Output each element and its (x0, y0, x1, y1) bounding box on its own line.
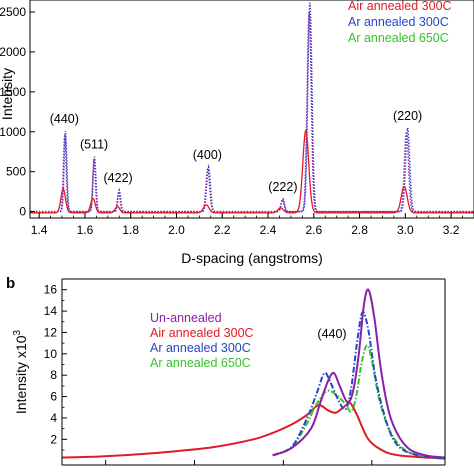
panel-b-legend-entry: Air annealed 300C (150, 326, 254, 340)
panel-b-series-line-0 (61, 401, 446, 460)
panel-b-legend-entry: Un-annealed (150, 311, 222, 325)
panel-a-x-tick-label: 1.6 (77, 223, 94, 237)
panel-a-peak-label: (222) (268, 180, 297, 194)
panel-a-x-tick-label: 2.6 (305, 223, 322, 237)
panel-b-annotation-440: (440) (317, 327, 346, 341)
panel-b-series-line-1 (272, 344, 446, 460)
panel-b-y-tick-label: 4 (50, 411, 57, 425)
panel-b-y-tick-label: 12 (44, 325, 58, 339)
panel-a-y-tick-label: 500 (6, 165, 26, 179)
panel-b-y-tick-label: 2 (50, 432, 57, 446)
panel-a-x-axis-title: D-spacing (angstroms) (181, 250, 323, 266)
panel-a-x-tick-label: 2.4 (260, 223, 277, 237)
panel-b-y-tick-label: 6 (50, 390, 57, 404)
panel-a-y-tick-label: 1500 (0, 85, 26, 99)
panel-a-x-tick-label: 3.2 (443, 223, 460, 237)
panel-a-x-tick-label: 2.2 (214, 223, 231, 237)
panel-a-axes: 1.4 1.6 1.8 2.0 2.2 2.4 2.6 2.8 3.0 3.2 0 500 1000 15… (0, 5, 474, 237)
panel-b-axes: 2 4 6 8 10 12 14 16 (44, 283, 373, 465)
panel-a-y-tick-label: 2500 (0, 5, 26, 19)
panel-a: 1.4 1.6 1.8 2.0 2.2 2.4 2.6 2.8 3.0 3.2 0 500 1000 15… (0, 0, 474, 266)
panel-a-x-tick-label: 2.0 (168, 223, 185, 237)
panel-a-peak-label: (400) (193, 148, 222, 162)
panel-a-frame (29, 0, 474, 219)
panel-a-y-tick-label: 1000 (0, 125, 26, 139)
panel-a-y-axis-title: Intensity (0, 68, 15, 120)
panel-b-y-tick-label: 10 (44, 347, 58, 361)
panel-a-legend: Air annealed 300C Ar annealed 300C Ar anne… (348, 0, 452, 45)
panel-b-series-line-2 (272, 311, 446, 460)
panel-a-legend-entry: Ar annealed 650C (348, 31, 449, 45)
panel-b-legend-entry: Ar annealed 650C (150, 356, 251, 370)
panel-b-y-axis-title: Intensity x103 (12, 329, 29, 414)
panel-a-y-tick-label: 2000 (0, 45, 26, 59)
panel-a-curves (30, 2, 474, 214)
panel-a-x-tick-label: 2.8 (351, 223, 368, 237)
panel-a-peak-label: (511) (80, 138, 108, 152)
panel-a-legend-entry: Air annealed 300C (348, 0, 452, 13)
panel-b-y-tick-label: 14 (44, 304, 58, 318)
panel-b-y-tick-label: 8 (50, 368, 57, 382)
panel-b-legend-entry: Ar annealed 300C (150, 341, 251, 355)
panel-a-x-tick-label: 1.8 (122, 223, 139, 237)
panel-b-series-line-3 (272, 288, 446, 459)
panel-a-peak-labels: (440)(511) (422) (400) (222) (220) (50, 109, 422, 194)
panel-a-series-line-2 (30, 128, 474, 214)
panel-b-y-tick-label: 16 (44, 283, 58, 297)
panel-a-peak-label: (220) (393, 109, 422, 123)
panel-b-curves (61, 288, 446, 460)
panel-a-series-line-1 (30, 11, 474, 213)
panel-a-peak-label: (422) (104, 171, 133, 185)
panel-b-label: b (6, 275, 15, 292)
panel-a-x-tick-label: 1.4 (31, 223, 48, 237)
panel-a-legend-entry: Ar annealed 300C (348, 15, 449, 29)
panel-b-frame (61, 278, 446, 466)
panel-a-y-tick-label: 0 (19, 205, 26, 219)
panel-a-peak-label: (440) (50, 112, 79, 126)
panel-a-x-tick-label: 3.0 (397, 223, 414, 237)
